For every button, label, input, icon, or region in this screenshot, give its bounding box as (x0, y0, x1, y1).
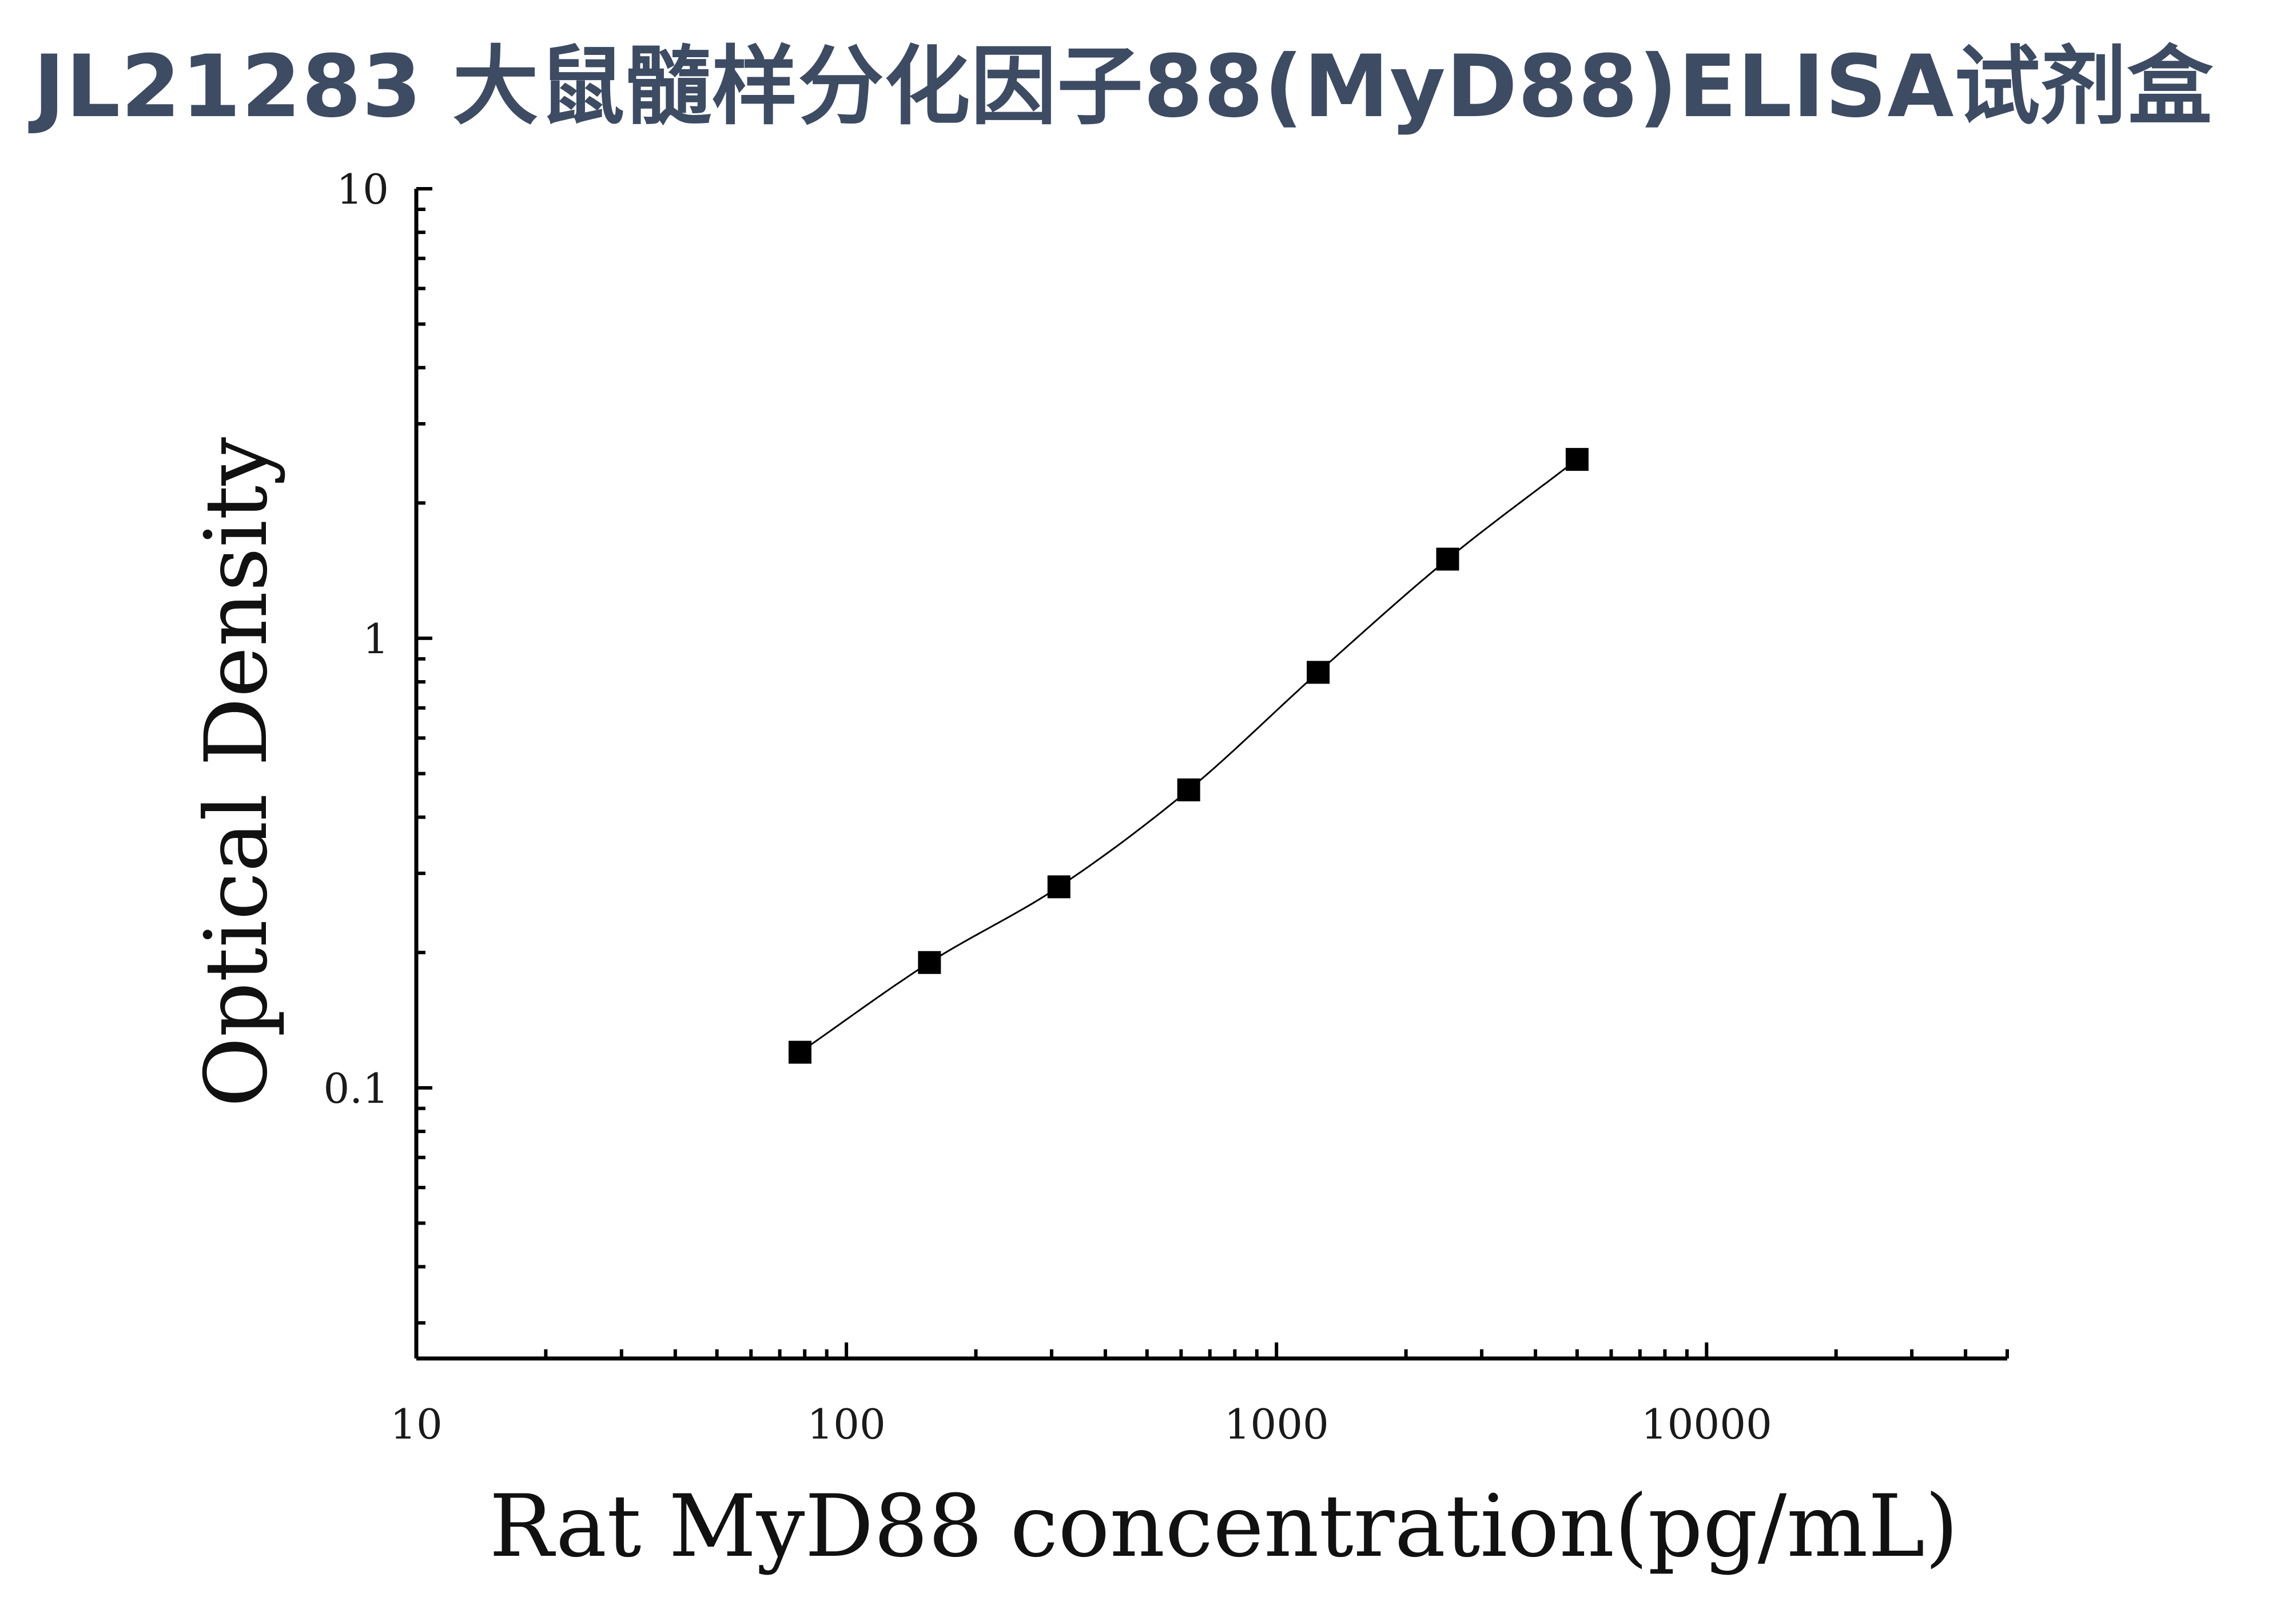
data-point (1177, 778, 1200, 801)
data-point (1047, 875, 1071, 899)
data-point (788, 1040, 811, 1064)
chart-axes (414, 189, 2007, 1361)
y-axis-title: Optical Density (187, 437, 286, 1107)
chart-ticks (415, 187, 2009, 1358)
data-point (1565, 448, 1589, 471)
x-tick-label: 100 (807, 1400, 885, 1448)
data-point (1436, 547, 1459, 571)
y-tick-label: 1 (363, 615, 389, 663)
fit-curve (799, 459, 1578, 1053)
y-tick-label: 0.1 (323, 1064, 389, 1113)
page-title: JL21283 大鼠髓样分化因子88(MyD88)ELISA试剂盒 (33, 37, 2214, 137)
y-tick-label: 10 (336, 165, 389, 213)
data-points (788, 448, 1589, 1064)
chart-tick-labels: 10 100 1000 10000 0.1 1 10 (323, 165, 1772, 1448)
x-axis-title: Rat MyD88 concentration(pg/mL) (489, 1477, 1958, 1576)
x-tick-label: 10 (390, 1400, 443, 1448)
data-point (918, 951, 941, 974)
x-tick-label: 10000 (1641, 1400, 1772, 1448)
data-point (1307, 661, 1330, 684)
x-tick-label: 1000 (1224, 1400, 1329, 1448)
